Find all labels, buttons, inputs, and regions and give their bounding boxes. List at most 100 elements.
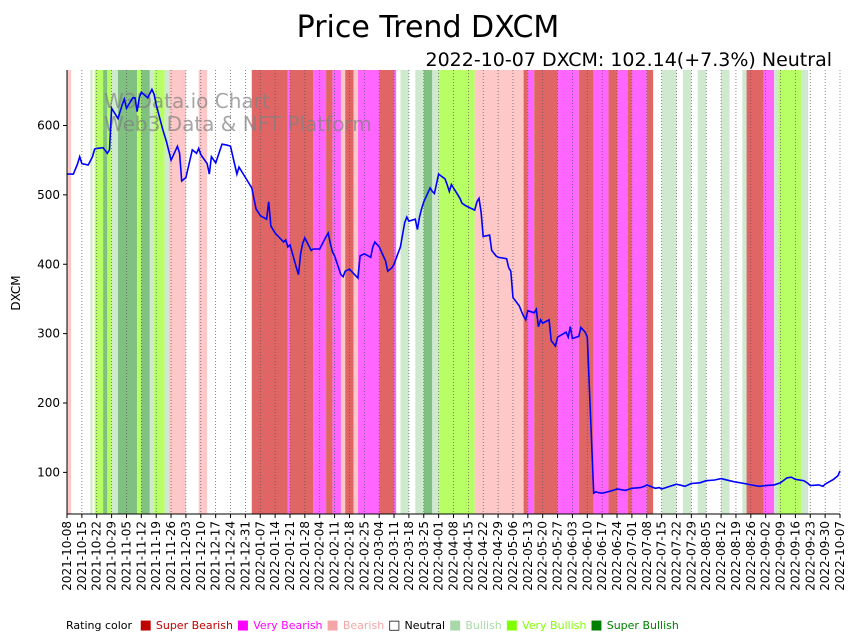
x-tick-label: 2022-10-07: [833, 521, 847, 591]
legend-swatch: ■: [326, 618, 339, 633]
rating-band-bullish: [721, 70, 730, 514]
x-tick-label: 2022-02-04: [313, 521, 327, 591]
legend-items: ■ Super Bearish ■ Very Bearish ■ Bearish □ Neut…: [139, 618, 683, 633]
legend-item: ■ Super Bullish: [590, 618, 679, 633]
x-tick-label: 2021-11-05: [119, 521, 133, 591]
legend-label: Very Bearish: [253, 619, 323, 632]
legend-item: ■ Bearish: [326, 618, 385, 633]
rating-band-bearish: [168, 70, 186, 514]
legend-swatch: ■: [139, 618, 152, 633]
x-tick-label: 2022-04-08: [447, 521, 461, 591]
legend-item: ■ Super Bearish: [139, 618, 233, 633]
x-tick-label: 2022-06-03: [565, 521, 579, 591]
x-tick-label: 2022-07-15: [655, 521, 669, 591]
rating-band-bullish: [164, 70, 169, 514]
chart-subtitle: 2022-10-07 DXCM: 102.14(+7.3%) Neutral: [426, 49, 833, 71]
x-tick-label: 2022-07-01: [625, 521, 639, 591]
x-tick-label: 2022-01-28: [298, 521, 312, 591]
x-tick-label: 2022-07-22: [669, 521, 683, 591]
legend-swatch: ■: [449, 618, 462, 633]
x-tick-label: 2022-01-14: [268, 521, 282, 591]
rating-band-bullish: [682, 70, 692, 514]
rating-band-bearish: [67, 70, 72, 514]
x-tick-label: 2022-03-11: [387, 521, 401, 591]
rating-band-very-bearish: [763, 70, 775, 514]
rating-band-bullish: [774, 70, 779, 514]
x-tick-label: 2022-09-23: [803, 521, 817, 591]
rating-band-very-bearish: [527, 70, 535, 514]
rating-band-bullish: [432, 70, 439, 514]
legend-item: ■ Very Bullish: [506, 618, 587, 633]
rating-band-bullish: [801, 70, 809, 514]
x-tick-label: 2021-12-31: [238, 521, 252, 591]
price-line: [67, 87, 841, 495]
x-tick-label: 2021-12-10: [194, 521, 208, 591]
x-tick-label: 2022-09-30: [818, 521, 832, 591]
rating-band-super-bullish: [103, 70, 108, 514]
x-tick-label: 2022-08-26: [744, 521, 758, 591]
rating-band-bearish: [353, 70, 358, 514]
y-tick-label: 100: [37, 465, 60, 479]
rating-band-super-bearish: [379, 70, 395, 514]
rating-band-super-bearish: [746, 70, 764, 514]
rating-band-bullish: [697, 70, 707, 514]
x-tick-label: 2021-11-12: [134, 521, 148, 591]
x-tick-label: 2022-09-16: [788, 521, 802, 591]
x-tick-label: 2022-08-12: [714, 521, 728, 591]
legend-label: Super Bearish: [155, 619, 233, 632]
rating-band-very-bullish: [154, 70, 165, 514]
rating-band-bearish: [474, 70, 484, 514]
rating-band-super-bearish: [326, 70, 333, 514]
y-tick-label: 300: [37, 327, 60, 341]
rating-band-super-bearish: [289, 70, 314, 514]
x-tick-label: 2022-04-29: [491, 521, 505, 591]
x-tick-label: 2022-06-17: [595, 521, 609, 591]
rating-band-very-bearish: [357, 70, 380, 514]
rating-band-super-bullish: [423, 70, 433, 514]
rating-band-very-bullish: [438, 70, 475, 514]
rating-band-bullish: [149, 70, 155, 514]
legend-swatch: ■: [236, 618, 250, 633]
x-tick-label: 2021-10-22: [90, 521, 104, 591]
x-tick-label: 2021-10-15: [75, 521, 89, 591]
x-tick-label: 2022-04-01: [432, 521, 446, 591]
x-tick-label: 2022-05-13: [521, 521, 535, 591]
x-tick-label: 2022-04-15: [461, 521, 475, 591]
rating-band-bullish: [400, 70, 409, 514]
x-tick-label: 2022-02-18: [342, 521, 356, 591]
legend-item: □ Neutral: [388, 618, 445, 633]
rating-band-very-bullish: [94, 70, 104, 514]
x-tick-label: 2022-07-08: [640, 521, 654, 591]
x-tick-label: 2022-06-24: [610, 521, 624, 591]
x-tick-label: 2021-10-08: [60, 521, 74, 591]
rating-band-very-bearish: [287, 70, 290, 514]
legend-label: Super Bullish: [606, 619, 679, 632]
rating-band-super-bearish: [251, 70, 288, 514]
x-tick-label: 2021-11-19: [149, 521, 163, 591]
rating-band-super-bearish: [608, 70, 618, 514]
x-tick-label: 2021-12-24: [224, 521, 238, 591]
y-tick-label: 400: [37, 257, 60, 271]
rating-band-bullish: [111, 70, 118, 514]
x-tick-label: 2022-09-09: [774, 521, 788, 591]
rating-band-very-bullish: [778, 70, 802, 514]
x-tick-label: 2021-10-29: [105, 521, 119, 591]
rating-band-bullish: [415, 70, 424, 514]
x-tick-label: 2022-01-21: [283, 521, 297, 591]
rating-bands: [67, 70, 809, 514]
rating-band-bullish: [742, 70, 747, 514]
x-tick-label: 2022-02-25: [357, 521, 371, 591]
rating-band-very-bearish: [394, 70, 397, 514]
legend-label: Bearish: [342, 619, 385, 632]
rating-band-super-bearish: [534, 70, 558, 514]
x-tick-label: 2022-06-10: [580, 521, 594, 591]
legend-swatch: ■: [590, 618, 603, 633]
chart-title: Price Trend DXCM: [297, 10, 560, 45]
legend-item: ■ Very Bearish: [236, 618, 323, 633]
x-tick-label: 2022-08-19: [729, 521, 743, 591]
x-tick-label: 2022-02-11: [328, 521, 342, 591]
x-tick-label: 2022-07-29: [684, 521, 698, 591]
rating-band-very-bullish: [137, 70, 142, 514]
